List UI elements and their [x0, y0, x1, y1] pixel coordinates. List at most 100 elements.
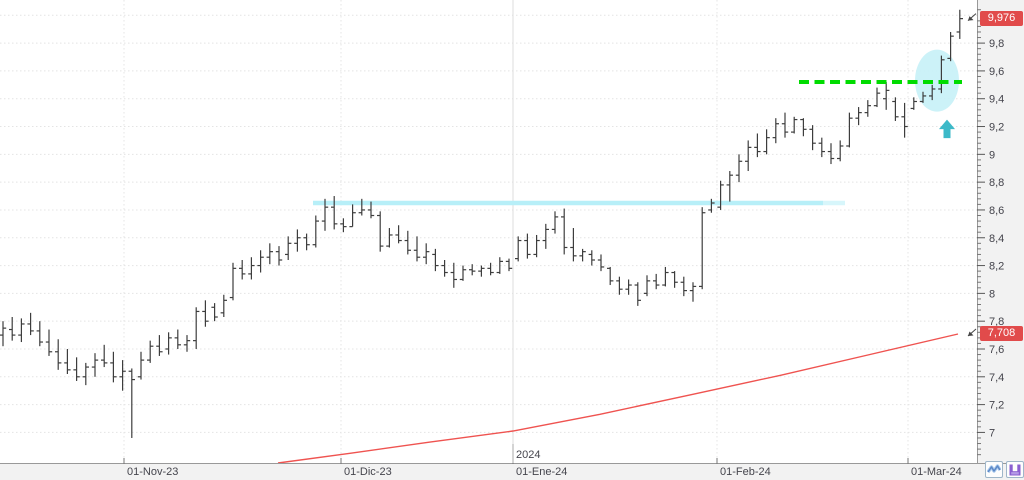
x-axis-label: 01-Feb-24	[720, 466, 771, 478]
ohlc-bar	[220, 294, 227, 318]
ohlc-bar	[726, 171, 733, 202]
ohlc-bar	[349, 204, 356, 228]
ohlc-bar	[680, 276, 687, 297]
ohlc-bar	[588, 250, 595, 266]
ohlc-bar	[873, 87, 881, 108]
y-axis-label: 9,6	[989, 66, 1004, 78]
ohlc-bar	[717, 180, 724, 210]
ohlc-bar	[459, 265, 467, 281]
ohlc-bar	[772, 118, 779, 144]
ohlc-bar	[496, 257, 503, 274]
v-gridlines	[123, 0, 909, 463]
ohlc-bar	[340, 218, 347, 233]
y-axis-label: 9,8	[989, 38, 1004, 50]
h-gridlines	[0, 14, 977, 433]
ohlc-bar	[110, 351, 117, 383]
ohlc-bar	[947, 31, 954, 62]
ohlc-bar	[174, 329, 181, 349]
ohlc-bar	[0, 321, 7, 347]
indicator-price-label: 7,708	[980, 326, 1023, 342]
ohlc-bar	[229, 262, 237, 301]
x-axis-label: 01-Dic-23	[344, 466, 392, 478]
ohlc-bar	[165, 332, 172, 355]
y-axis-label: 8	[989, 288, 995, 300]
ohlc-bar	[855, 107, 862, 126]
ohlc-bar	[441, 260, 448, 277]
ohlc-bar	[432, 248, 439, 272]
ohlc-bar	[607, 266, 614, 286]
last-price-label: 9,976	[980, 11, 1023, 27]
x-axis-label: 01-Nov-23	[127, 466, 178, 478]
y-axis-label: 7,4	[989, 372, 1004, 384]
ohlc-bar	[321, 198, 329, 231]
ohlc-bar	[156, 335, 163, 356]
ohlc-bar	[285, 236, 292, 261]
sma-line	[277, 333, 959, 464]
zigzag-tool-button[interactable]	[985, 461, 1003, 478]
ohlc-bar	[395, 225, 402, 244]
ohlc-bar	[266, 243, 273, 265]
ohlc-bar	[929, 84, 936, 101]
save-icon	[1009, 464, 1021, 475]
ohlc-bar	[119, 360, 126, 391]
ohlc-bar	[551, 211, 559, 234]
y-axis-label: 8,2	[989, 261, 1004, 273]
ohlc-bar	[754, 133, 761, 158]
ohlc-bar	[183, 335, 191, 352]
ohlc-bar	[211, 303, 218, 322]
ohlc-bar	[18, 318, 25, 343]
ohlc-bar	[358, 198, 365, 216]
ohlc-bar	[505, 258, 513, 272]
y-axis-label: 7,2	[989, 400, 1004, 412]
ohlc-bar	[487, 262, 494, 276]
ohlc-bar	[735, 154, 743, 183]
ohlc-bar	[331, 196, 338, 230]
y-axis-label: 9,4	[989, 94, 1004, 106]
ohlc-bar	[671, 271, 678, 288]
y-axis-label: 7	[989, 427, 995, 439]
ohlc-bar	[653, 273, 660, 290]
right-axis: 7 7,2 7,4 7,6 7,8 8 8,2 8,4 8,6 8,8 9 9,2 9,4 9,6 9,8	[977, 0, 1024, 463]
ohlc-bar	[809, 125, 816, 151]
ohlc-bar	[597, 254, 605, 272]
ohlc-bar	[147, 340, 154, 363]
ohlc-bar	[791, 116, 798, 134]
ohlc-bars	[0, 9, 963, 438]
ohlc-bar	[570, 228, 577, 262]
ohlc-bar	[423, 243, 430, 265]
ohlc-bar	[413, 236, 421, 262]
x-axis-label: 01-Mar-24	[911, 466, 962, 478]
y-axis-label: 7,8	[989, 316, 1004, 328]
ohlc-bar	[662, 266, 669, 287]
ohlc-bar	[64, 348, 71, 375]
ohlc-bar	[763, 129, 770, 155]
ohlc-bar	[745, 140, 752, 172]
ohlc-bar	[689, 282, 697, 302]
ohlc-bar	[938, 55, 945, 94]
ohlc-bar	[781, 112, 789, 138]
ohlc-bar	[699, 207, 706, 290]
ohlc-bar	[450, 262, 457, 288]
bottom-axis: 01-Nov-23 01-Dic-23 01-Ene-24 01-Feb-24 01-M…	[0, 444, 1024, 480]
ohlc-bar	[45, 329, 53, 356]
y-tick-labels: 7 7,2 7,4 7,6 7,8 8 8,2 8,4 8,6 8,8 9 9,2 9,4 9,6 9,8	[989, 38, 1004, 439]
y-axis-label: 8,8	[989, 177, 1004, 189]
ohlc-bar	[202, 300, 209, 327]
save-button[interactable]	[1006, 461, 1024, 478]
x-ticks	[123, 444, 909, 464]
ohlc-bar	[312, 215, 319, 248]
year-label: 2024	[516, 449, 540, 461]
y-axis-label: 9	[989, 149, 995, 161]
ohlc-bar	[367, 201, 375, 219]
ohlc-bar	[800, 118, 807, 137]
x-tick-labels: 01-Nov-23 01-Dic-23 01-Ene-24 01-Feb-24 01-M…	[127, 466, 962, 478]
ohlc-bar	[55, 339, 62, 370]
ohlc-bar	[377, 211, 384, 252]
ohlc-bar	[193, 307, 200, 349]
ohlc-bar	[533, 234, 540, 258]
ohlc-bar	[27, 312, 34, 336]
ohlc-bar	[542, 223, 549, 249]
price-pointer-icons	[967, 13, 977, 337]
